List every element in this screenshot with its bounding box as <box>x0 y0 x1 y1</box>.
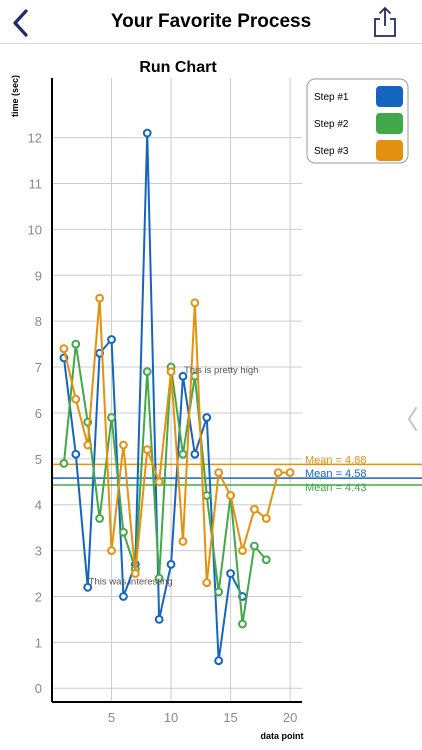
legend-swatch <box>376 113 403 134</box>
annotation-label: This is pretty high <box>184 365 258 376</box>
data-point <box>59 344 69 354</box>
x-tick-label: 5 <box>108 710 115 725</box>
data-point <box>107 546 116 555</box>
annotations: This is pretty high This was interesting <box>89 365 259 587</box>
data-point <box>71 339 81 349</box>
x-tick-label: 15 <box>223 710 237 725</box>
data-point <box>238 546 247 555</box>
data-point <box>107 335 116 344</box>
data-point <box>154 615 164 624</box>
data-point <box>142 367 152 377</box>
data-point <box>226 491 235 500</box>
chevron-left-icon <box>13 9 28 37</box>
data-point <box>71 394 81 404</box>
data-point <box>130 569 140 578</box>
run-chart: Run Chart time (sec) data point 01234567… <box>10 59 422 741</box>
data-point <box>95 514 105 523</box>
legend-swatch <box>376 140 403 161</box>
y-tick-label: 11 <box>29 177 43 192</box>
data-point <box>249 541 259 551</box>
navigation-bar: Your Favorite Process <box>0 0 422 44</box>
data-point <box>142 128 152 138</box>
data-point <box>166 367 176 377</box>
y-tick-label: 5 <box>35 452 42 467</box>
data-point <box>59 459 69 468</box>
data-point <box>178 537 188 546</box>
data-point <box>190 298 200 308</box>
data-point <box>261 555 271 565</box>
data-point <box>154 573 164 583</box>
mean-label: Mean = 4.58 <box>305 468 366 480</box>
back-button[interactable] <box>4 2 40 42</box>
share-button[interactable] <box>370 4 400 40</box>
annotation-label: This was interesting <box>89 576 173 587</box>
x-tick-label: 20 <box>283 710 297 725</box>
data-point <box>273 468 283 477</box>
chevron-left-icon <box>407 407 417 431</box>
y-tick-label: 6 <box>35 406 42 421</box>
data-point <box>166 559 176 569</box>
data-point <box>154 477 164 487</box>
mean-label: Mean = 4.43 <box>305 482 366 494</box>
data-point <box>119 527 128 537</box>
data-point <box>190 449 200 459</box>
series-line <box>62 343 268 625</box>
data-point <box>95 293 105 303</box>
data-point <box>119 440 128 450</box>
data-point <box>238 619 247 629</box>
data-point <box>71 449 81 459</box>
series-line <box>62 297 291 584</box>
data-point <box>202 578 212 588</box>
data-point <box>178 449 188 459</box>
data-point <box>142 445 152 455</box>
y-tick-label: 1 <box>35 635 42 650</box>
data-point <box>83 440 93 450</box>
y-tick-label: 4 <box>35 498 42 513</box>
y-tick-label: 3 <box>35 544 42 559</box>
legend-label: Step #3 <box>314 146 349 157</box>
series-lines <box>59 128 295 666</box>
side-panel-handle[interactable] <box>402 404 422 434</box>
data-point <box>107 413 116 422</box>
share-icon <box>374 6 396 37</box>
y-tick-label: 2 <box>35 589 42 604</box>
data-point <box>214 656 224 666</box>
data-point <box>202 413 212 422</box>
page-title: Your Favorite Process <box>110 11 312 32</box>
y-tick-label: 12 <box>28 131 42 146</box>
data-point <box>178 371 188 381</box>
legend-swatch <box>376 86 403 107</box>
data-point <box>202 491 212 500</box>
y-tick-label: 7 <box>35 360 42 375</box>
data-point <box>83 582 93 592</box>
data-point <box>285 468 295 477</box>
data-point <box>119 592 128 601</box>
legend: Step #1 Step #2 Step #3 <box>306 78 409 164</box>
y-tick-label: 9 <box>35 268 42 283</box>
data-point <box>261 514 271 523</box>
x-tick-label: 10 <box>164 710 178 725</box>
x-axis-label: data point <box>261 731 304 741</box>
legend-label: Step #1 <box>314 92 349 103</box>
data-point <box>214 468 224 477</box>
y-axis-label: time (sec) <box>10 75 20 117</box>
mean-lines: Mean = 4.58 Mean = 4.43 Mean = 4.88 <box>52 454 422 494</box>
y-tick-label: 0 <box>35 681 42 696</box>
data-point <box>214 587 224 597</box>
legend-label: Step #2 <box>314 119 349 130</box>
axes <box>51 78 302 703</box>
y-tick-label: 8 <box>35 314 42 329</box>
data-point <box>226 569 235 578</box>
chart-title: Run Chart <box>139 59 217 76</box>
data-point <box>249 504 259 514</box>
y-tick-label: 10 <box>28 222 42 237</box>
mean-label: Mean = 4.88 <box>305 454 366 466</box>
